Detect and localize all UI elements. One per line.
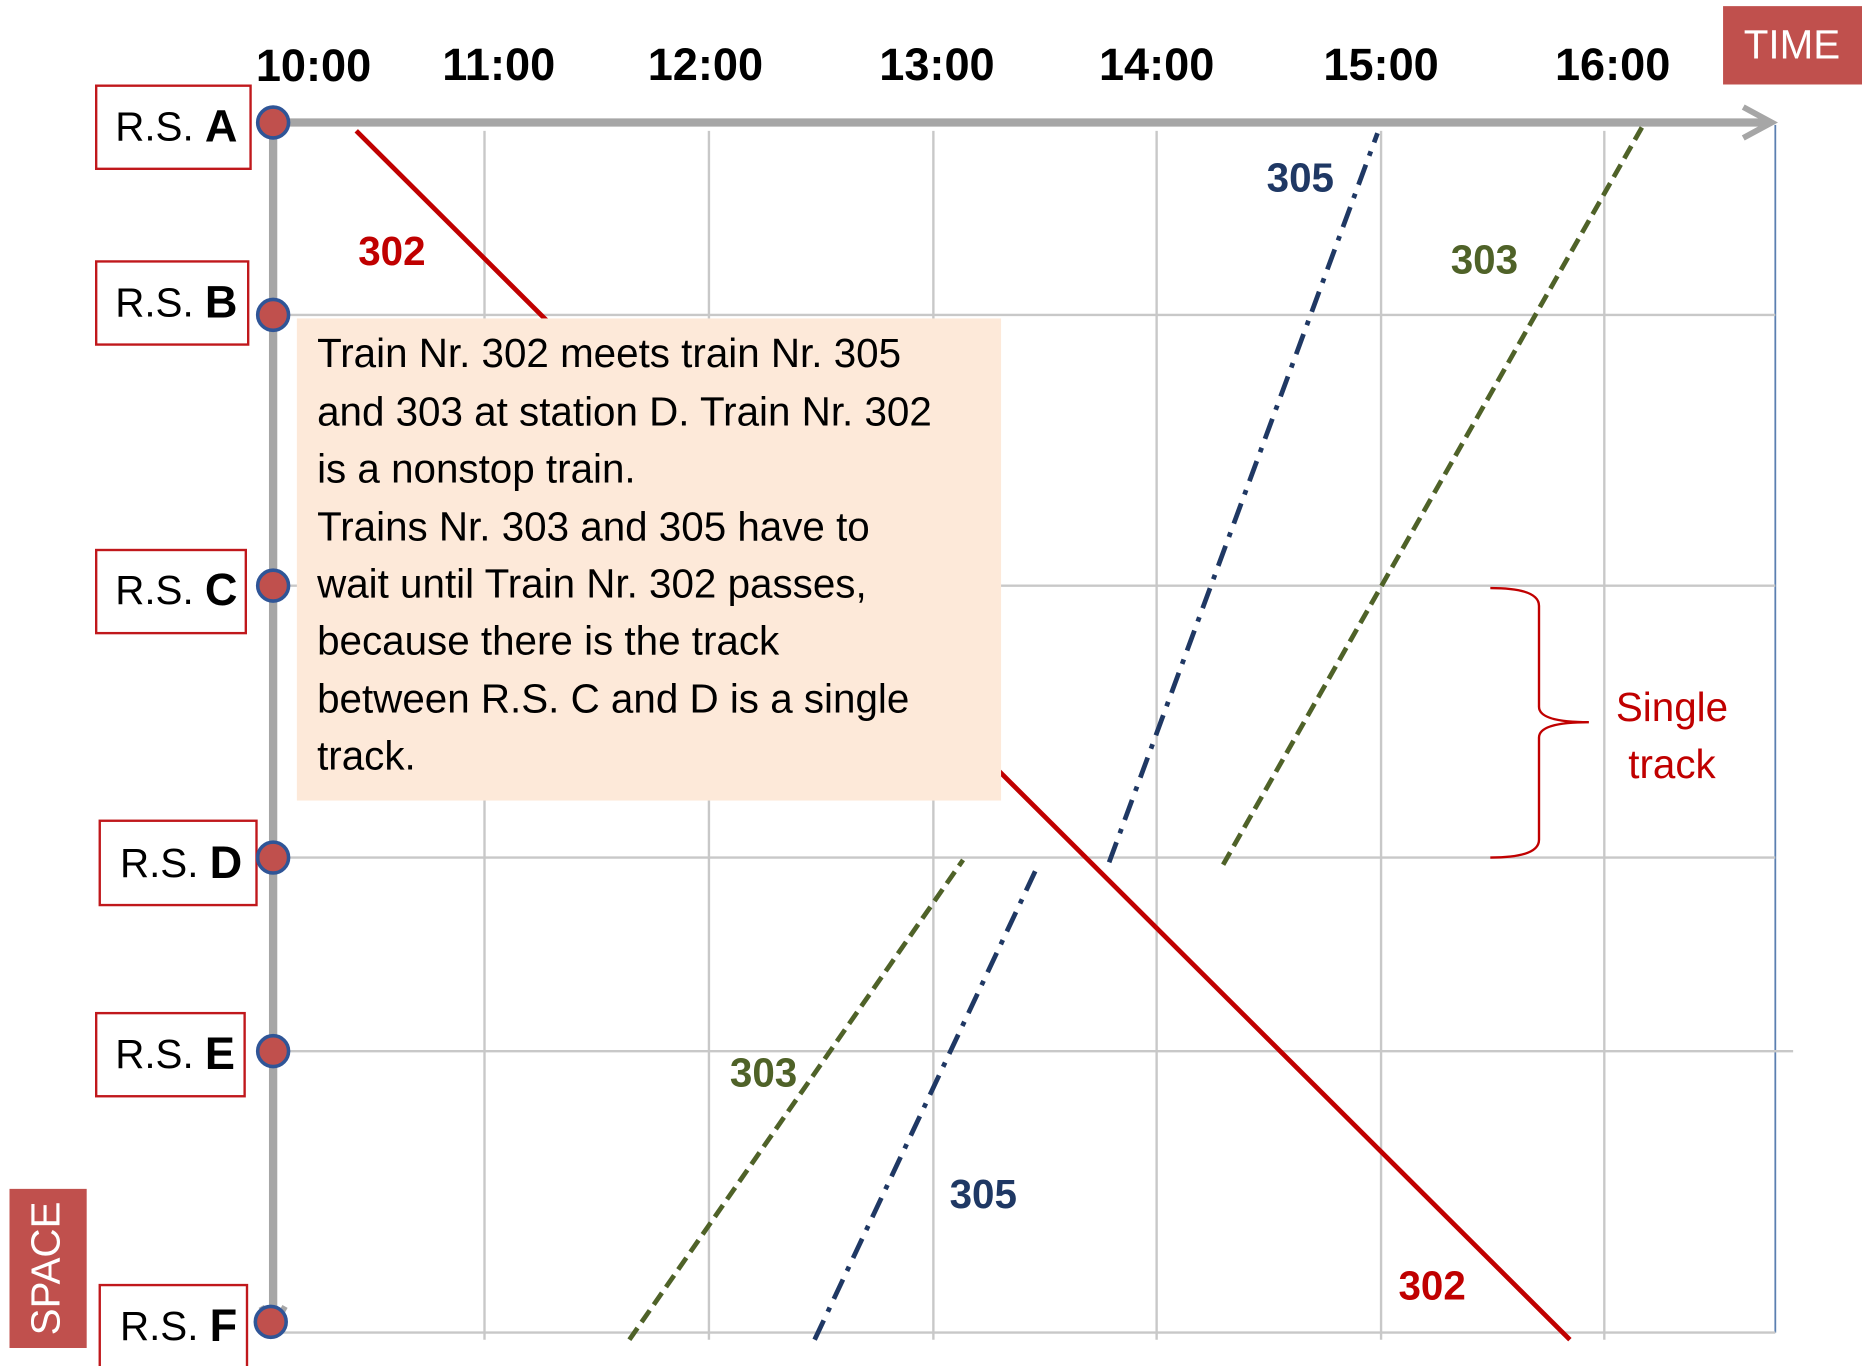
station-prefix: R.S.: [115, 1031, 193, 1077]
note-line: track.: [317, 733, 416, 779]
train-305-path: [1106, 132, 1380, 864]
stations: R.S. A R.S. B R.S. C R.S. D R.S. E R.S. …: [95, 84, 291, 1370]
station-dot: [253, 1304, 288, 1340]
note-box: [296, 318, 1002, 801]
brace: [1490, 586, 1589, 859]
time-label: 16:00: [1555, 39, 1670, 90]
station-letter: A: [205, 101, 238, 152]
station-letter: E: [205, 1028, 235, 1079]
note-line: between R.S. C and D is a single: [317, 676, 909, 722]
station-prefix: R.S.: [115, 279, 193, 325]
station-box: [95, 1011, 246, 1098]
station-label: R.S. F: [120, 1300, 237, 1351]
station-prefix: R.S.: [115, 566, 193, 612]
station-dot: [255, 568, 291, 603]
brace-label: Single: [1616, 684, 1728, 730]
arrow: [1741, 104, 1778, 141]
time-label: 14:00: [1099, 39, 1214, 90]
note-line: Train Nr. 302 meets train Nr. 305: [317, 330, 901, 376]
station-dot: [255, 1033, 291, 1069]
train-label: 302: [1398, 1262, 1465, 1308]
station-letter: B: [205, 276, 238, 327]
station-prefix: R.S.: [120, 840, 198, 886]
note-line: Trains Nr. 303 and 305 have to: [317, 503, 870, 549]
train-305-path: [812, 869, 1038, 1341]
station-prefix: R.S.: [115, 103, 193, 149]
train-303-path: [1221, 121, 1647, 866]
station-box: [98, 819, 258, 907]
station-box: [95, 548, 247, 635]
station-dot: [255, 840, 291, 875]
brace-label: track: [1628, 741, 1716, 787]
time-label: 15:00: [1323, 39, 1438, 90]
train-label: 305: [950, 1171, 1017, 1217]
note-line: is a nonstop train.: [317, 445, 636, 491]
station-label: R.S. B: [115, 276, 237, 327]
time-box: [1723, 6, 1862, 85]
station-letter: D: [210, 837, 243, 888]
space-box: [9, 1188, 87, 1348]
station-label: R.S. D: [120, 837, 242, 888]
station-letter: F: [210, 1300, 238, 1351]
station-dot: [255, 297, 291, 333]
train-label: 303: [730, 1050, 797, 1096]
time-title: TIME: [1744, 21, 1840, 67]
time-label: 13:00: [879, 39, 994, 90]
station-prefix: R.S.: [120, 1303, 198, 1349]
time-label: 12:00: [648, 39, 763, 90]
time-label: 11:00: [442, 39, 555, 90]
station-label: R.S. A: [115, 101, 237, 152]
station-label: R.S. E: [115, 1028, 235, 1079]
space-title: SPACE: [22, 1202, 68, 1336]
station-letter: C: [205, 564, 238, 615]
time-labels: 10:00 11:00 12:00 13:00 14:00 15:00 16:0…: [256, 39, 1670, 91]
station-box: [95, 260, 250, 346]
time-label: 10:00: [256, 40, 371, 91]
station-label: R.S. C: [115, 564, 237, 615]
train-label: 305: [1267, 154, 1334, 200]
station-box: [95, 84, 252, 170]
train-label: 303: [1451, 236, 1518, 282]
train-label: 302: [358, 228, 425, 274]
note: Train Nr. 302 meets train Nr. 305 and 30…: [316, 330, 932, 779]
train-303-path: [627, 858, 966, 1342]
note-line: wait until Train Nr. 302 passes,: [316, 560, 867, 606]
note-line: and 303 at station D. Train Nr. 302: [317, 388, 932, 434]
station-box: [98, 1283, 249, 1370]
train-labels: 302 305 303 303 305 302: [358, 154, 1518, 1308]
note-line: because there is the track: [317, 617, 780, 663]
station-dot: [255, 105, 291, 140]
